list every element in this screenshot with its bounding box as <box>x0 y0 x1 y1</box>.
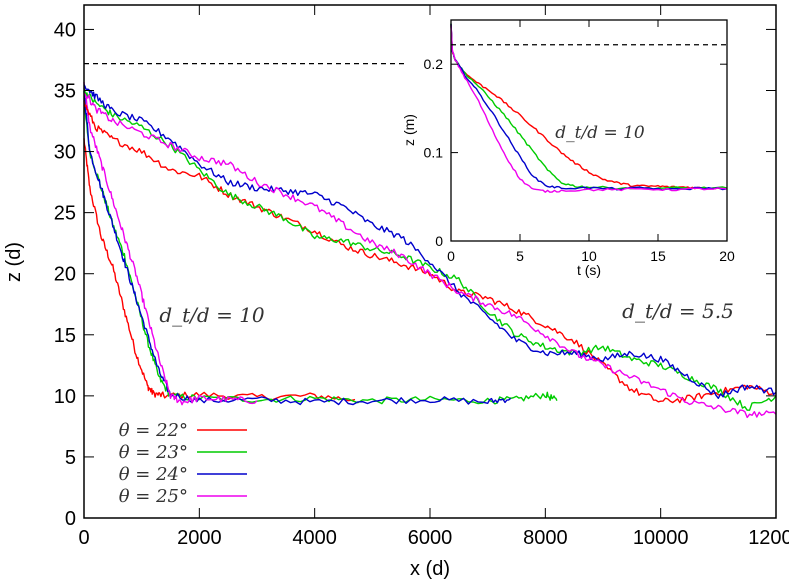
main-x-tick-label-4: 8000 <box>523 527 568 549</box>
main-y-tick-label-2: 10 <box>54 386 76 408</box>
inset-x-tick-label-1: 5 <box>516 248 524 264</box>
main-series-line-3 <box>83 82 258 406</box>
main-plot: 0200040006000800010000120000510152025303… <box>3 4 789 580</box>
inset-y-tick-label-0: 0 <box>435 233 443 249</box>
main-y-tick-label-4: 20 <box>54 264 76 286</box>
inset-x-tick-label-3: 15 <box>650 248 666 264</box>
main-series-group <box>83 82 777 419</box>
main-y-tick-label-0: 0 <box>65 508 76 530</box>
annotation-dt-10-main: d_t/d = 10 <box>159 303 265 327</box>
legend-entry-label-0: θ = 22° <box>119 420 188 441</box>
inset-plot: 0 5 10 15 20 0 0.1 0.2 t (s) z (m) d_t/d = 10 <box>401 19 735 278</box>
legend: θ = 22°θ = 23°θ = 24°θ = 25° <box>119 420 247 507</box>
main-x-tick-label-3: 6000 <box>408 527 453 549</box>
main-series-line-5 <box>83 88 777 411</box>
main-x-tick-label-5: 10000 <box>633 527 689 549</box>
inset-series-line-0 <box>450 24 728 190</box>
inset-series-group <box>450 23 728 193</box>
annotation-dt-5-5-main: d_t/d = 5.5 <box>622 299 734 323</box>
main-x-tick-label-0: 0 <box>78 527 89 549</box>
legend-entry-label-3: θ = 25° <box>119 486 188 507</box>
main-x-tick-label-2: 4000 <box>292 527 337 549</box>
main-x-tick-label-1: 2000 <box>177 527 222 549</box>
inset-x-axis-label: t (s) <box>577 262 601 278</box>
main-y-tick-label-5: 25 <box>54 203 76 225</box>
inset-series-line-2 <box>450 23 728 191</box>
inset-x-tick-label-4: 20 <box>719 248 735 264</box>
main-y-tick-label-6: 30 <box>54 142 76 164</box>
main-ticks-group: 0200040006000800010000120000510152025303… <box>54 5 789 549</box>
main-y-tick-label-7: 35 <box>54 81 76 103</box>
annotation-dt-5-5: d_t/d = 5.5 <box>622 299 734 323</box>
main-x-axis-label: x (d) <box>410 558 450 580</box>
inset-background <box>451 20 727 241</box>
main-series-line-0 <box>83 138 356 402</box>
main-series-line-4 <box>83 100 777 404</box>
inset-annotation-dt-10: d_t/d = 10 <box>555 123 645 143</box>
main-y-axis-label: z (d) <box>3 242 25 282</box>
main-y-tick-label-3: 15 <box>54 325 76 347</box>
main-series-line-7 <box>83 92 777 419</box>
annotation-dt-10: d_t/d = 10 <box>159 303 265 327</box>
inset-y-tick-label-1: 0.1 <box>424 145 444 161</box>
inset-y-tick-label-2: 0.2 <box>424 56 444 72</box>
legend-entry-label-1: θ = 23° <box>119 442 188 463</box>
inset-series-line-3 <box>450 25 728 193</box>
main-y-tick-label-1: 5 <box>65 447 76 469</box>
main-series-line-6 <box>83 84 777 399</box>
inset-x-tick-label-0: 0 <box>447 248 455 264</box>
inset-ticks-group: 0 5 10 15 20 0 0.1 0.2 <box>424 20 735 264</box>
legend-entry-label-2: θ = 24° <box>119 464 188 485</box>
main-y-tick-label-8: 40 <box>54 19 76 41</box>
inset-x-tick-label-2: 10 <box>581 248 597 264</box>
inset-y-axis-label: z (m) <box>401 114 417 146</box>
